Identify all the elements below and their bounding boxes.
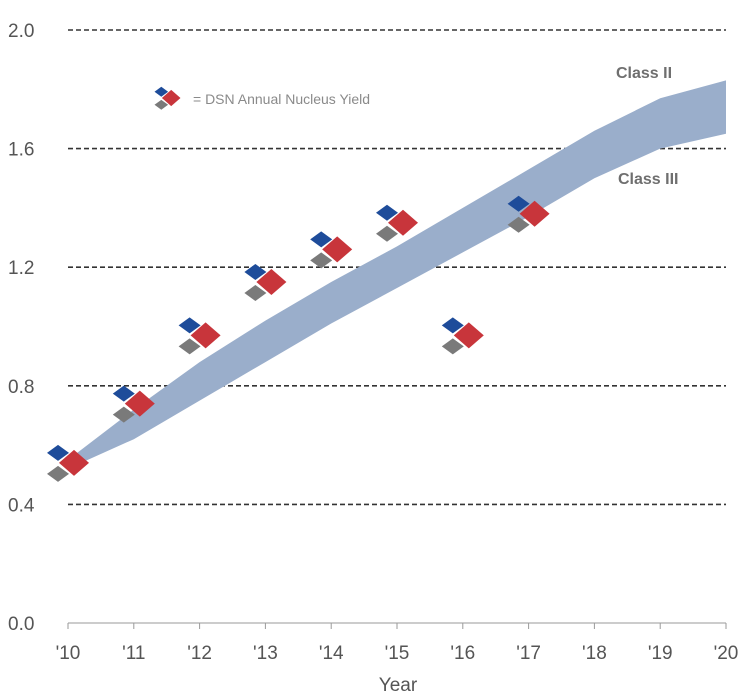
marker-blue-part	[47, 444, 69, 461]
x-tick-label: '19	[648, 643, 673, 664]
marker-red-part	[322, 236, 353, 263]
marker-gray-part	[112, 406, 135, 423]
marker-red-part	[124, 390, 155, 417]
marker-gray-part	[376, 225, 398, 242]
x-tick-label: '15	[385, 643, 410, 664]
marker-blue-part	[310, 231, 333, 248]
marker-blue-part	[178, 317, 201, 334]
x-tick-label: '16	[450, 643, 475, 664]
marker-gray-part	[178, 338, 201, 355]
band-upper-label: Class II	[616, 65, 672, 82]
y-tick-label: 0.0	[8, 614, 34, 635]
data-point	[47, 444, 89, 482]
marker-gray-part	[244, 285, 267, 301]
marker-blue-part	[507, 195, 530, 212]
x-tick-label: '10	[56, 643, 81, 664]
marker-gray-part	[441, 338, 464, 355]
x-tick-label: '18	[582, 643, 607, 664]
band-layer	[68, 80, 726, 469]
x-tick-label: '12	[187, 643, 212, 664]
marker-layer	[47, 195, 550, 482]
data-point	[112, 385, 155, 423]
x-axis-label: Year	[379, 675, 418, 695]
x-tick-label: '17	[516, 643, 541, 664]
marker-blue-part	[244, 264, 267, 280]
legend-marker-icon	[154, 86, 181, 110]
marker-red-part	[59, 449, 89, 476]
marker-blue-part	[112, 385, 135, 402]
marker-gray-part	[310, 252, 333, 269]
marker-gray-part	[154, 99, 169, 110]
marker-blue-part	[376, 204, 398, 221]
legend: = DSN Annual Nucleus Yield	[154, 86, 370, 110]
x-tick-label: '13	[253, 643, 278, 664]
x-tick-label: '20	[714, 643, 739, 664]
legend-label: = DSN Annual Nucleus Yield	[193, 91, 370, 107]
marker-red-part	[388, 209, 418, 236]
marker-red-part	[256, 269, 287, 295]
data-point	[441, 317, 484, 355]
data-point	[507, 195, 550, 233]
axis-layer: 0.0 0.4 0.8 1.2 1.6 2.0 '10 '11 '12 '13 '14 '15 '16 '…	[8, 21, 738, 664]
band-lower-label: Class III	[618, 171, 678, 188]
x-tick-label: '14	[319, 643, 344, 664]
y-tick-label: 1.2	[8, 258, 34, 279]
data-point	[376, 204, 418, 242]
data-point	[244, 264, 287, 301]
marker-red-part	[190, 322, 221, 349]
data-point	[178, 317, 221, 355]
y-tick-label: 0.4	[8, 495, 35, 516]
marker-red-part	[453, 322, 484, 349]
marker-blue-part	[154, 86, 169, 97]
marker-blue-part	[441, 317, 464, 334]
x-tick-label: '11	[122, 643, 145, 664]
marker-gray-part	[47, 465, 69, 482]
marker-gray-part	[507, 216, 530, 233]
yield-band	[68, 80, 726, 469]
marker-red-part	[161, 89, 181, 107]
y-tick-label: 2.0	[8, 21, 34, 42]
y-tick-label: 0.8	[8, 377, 34, 398]
y-tick-label: 1.6	[8, 140, 34, 161]
marker-red-part	[519, 200, 550, 227]
data-point	[310, 231, 353, 269]
